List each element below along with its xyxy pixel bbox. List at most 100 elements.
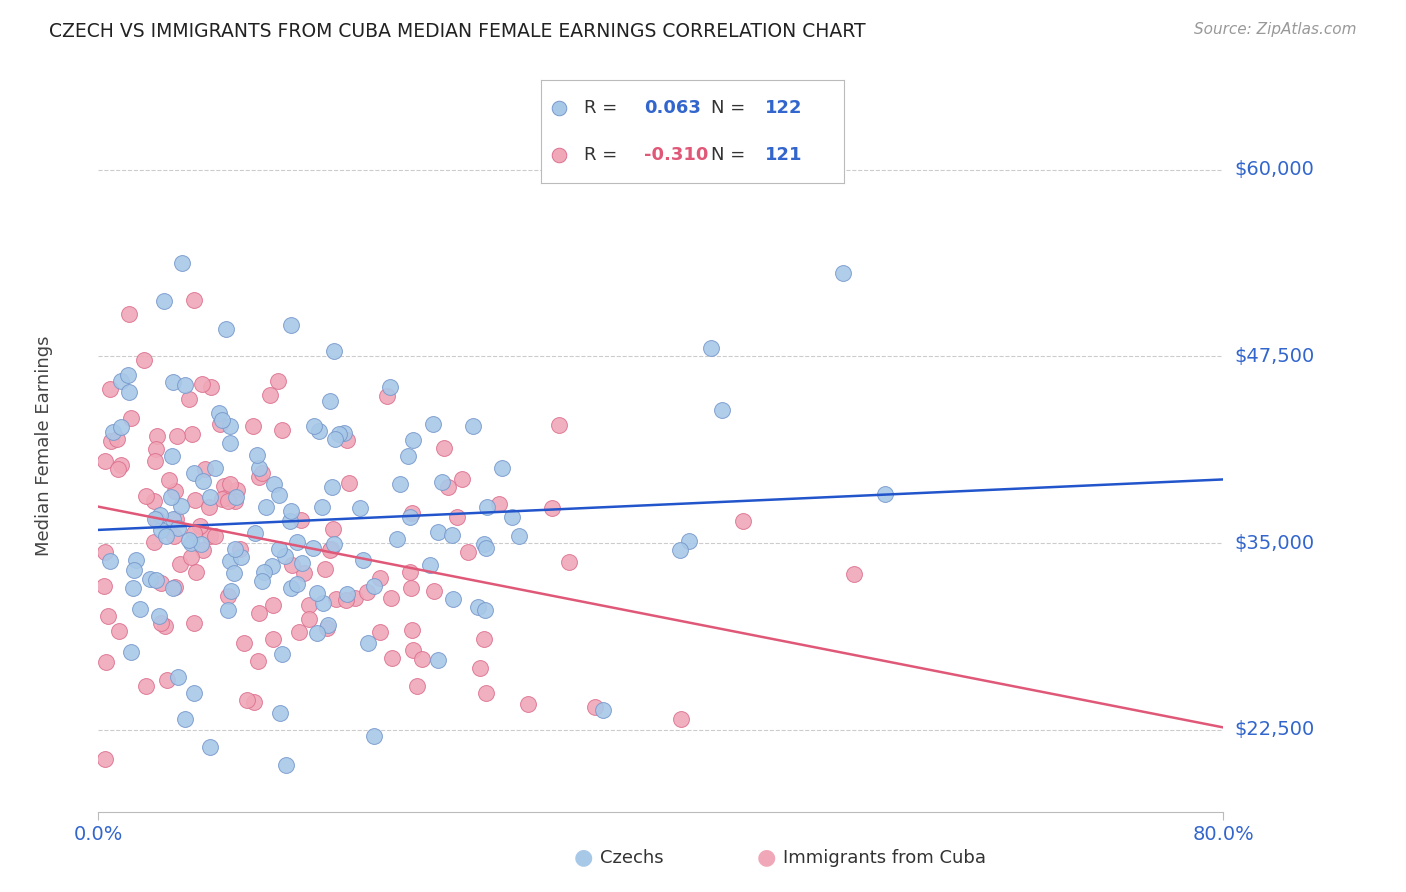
Point xyxy=(333,426,356,441)
Point xyxy=(321,541,343,556)
Point xyxy=(298,598,321,612)
Point xyxy=(356,585,378,599)
Point xyxy=(488,497,510,511)
Point xyxy=(271,423,294,437)
Point xyxy=(236,692,259,706)
Point xyxy=(262,558,284,573)
Point xyxy=(120,410,142,425)
Point xyxy=(110,374,132,388)
Point xyxy=(143,454,166,468)
Point xyxy=(311,500,333,514)
Point xyxy=(180,536,202,550)
Point xyxy=(280,318,302,332)
Point xyxy=(401,506,423,520)
Point xyxy=(224,541,246,556)
Text: N =: N = xyxy=(710,99,751,117)
Point xyxy=(430,475,453,489)
Point xyxy=(179,392,201,407)
Point xyxy=(335,593,357,607)
Point xyxy=(411,652,433,666)
Point xyxy=(219,583,242,598)
Point xyxy=(352,552,374,566)
Point xyxy=(198,529,221,543)
Point xyxy=(475,686,498,700)
Point xyxy=(402,643,425,657)
Text: Czechs: Czechs xyxy=(600,849,664,867)
Point xyxy=(247,470,270,484)
Text: $35,000: $35,000 xyxy=(1234,533,1315,552)
Point xyxy=(337,475,360,490)
Point xyxy=(368,625,391,640)
Point xyxy=(217,494,239,508)
Point xyxy=(247,607,270,621)
Point xyxy=(139,573,162,587)
Point xyxy=(222,566,245,581)
Point xyxy=(204,529,226,543)
Point xyxy=(344,591,367,605)
Point xyxy=(110,420,132,434)
Point xyxy=(308,424,330,438)
Point xyxy=(491,461,513,475)
Point xyxy=(215,322,238,336)
Point xyxy=(321,480,343,494)
Point xyxy=(125,552,148,566)
Text: 121: 121 xyxy=(765,146,803,164)
Point xyxy=(305,585,328,599)
Point xyxy=(180,550,202,565)
Point xyxy=(117,368,139,382)
Point xyxy=(475,541,498,555)
Text: ●: ● xyxy=(756,847,776,867)
Point xyxy=(246,448,269,462)
Point xyxy=(336,587,359,601)
Point xyxy=(162,581,184,595)
Point xyxy=(218,477,240,491)
Point xyxy=(540,500,562,515)
Point xyxy=(132,353,155,368)
Point xyxy=(98,554,121,568)
Point xyxy=(316,617,339,632)
Point xyxy=(307,625,329,640)
Point xyxy=(167,670,190,684)
Point xyxy=(129,602,152,616)
Point xyxy=(699,341,721,355)
Point xyxy=(207,407,229,421)
Point xyxy=(174,378,197,392)
Point xyxy=(208,417,231,431)
Point xyxy=(143,512,166,526)
Point xyxy=(349,501,371,516)
Point xyxy=(304,419,326,434)
Point xyxy=(169,500,191,514)
Point xyxy=(162,512,184,526)
Text: 122: 122 xyxy=(765,99,803,117)
Point xyxy=(146,512,169,526)
Point xyxy=(583,699,606,714)
Point xyxy=(463,418,485,433)
Text: Immigrants from Cuba: Immigrants from Cuba xyxy=(783,849,986,867)
Point xyxy=(135,489,157,503)
Point xyxy=(194,462,217,476)
Point xyxy=(592,703,614,717)
Point xyxy=(314,562,336,576)
Text: -0.310: -0.310 xyxy=(644,146,709,164)
Point xyxy=(733,515,755,529)
Point xyxy=(516,697,538,711)
Point xyxy=(267,374,290,388)
Point xyxy=(152,293,174,308)
Point xyxy=(217,603,239,617)
Point xyxy=(319,543,342,558)
Point xyxy=(419,558,441,573)
Point xyxy=(323,432,346,446)
Point xyxy=(873,487,896,501)
Point xyxy=(183,526,205,541)
Point xyxy=(356,636,378,650)
Point xyxy=(188,519,211,533)
Point xyxy=(219,554,242,568)
Text: CZECH VS IMMIGRANTS FROM CUBA MEDIAN FEMALE EARNINGS CORRELATION CHART: CZECH VS IMMIGRANTS FROM CUBA MEDIAN FEM… xyxy=(49,22,866,41)
Text: N =: N = xyxy=(710,146,751,164)
Point xyxy=(405,679,427,693)
Point xyxy=(242,419,264,434)
Point xyxy=(501,510,523,524)
Point xyxy=(97,608,120,623)
Text: $47,500: $47,500 xyxy=(1234,347,1315,366)
Point xyxy=(246,654,269,668)
